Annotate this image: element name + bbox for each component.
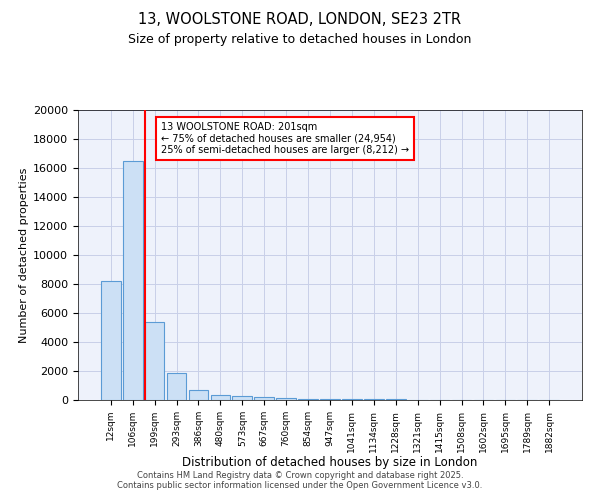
Bar [123,161,143,400]
Bar [320,399,340,400]
Bar [188,390,208,400]
Y-axis label: Number of detached properties: Number of detached properties [19,168,29,342]
Text: Contains HM Land Registry data © Crown copyright and database right 2025.
Contai: Contains HM Land Registry data © Crown c… [118,470,482,490]
Text: 13 WOOLSTONE ROAD: 201sqm
← 75% of detached houses are smaller (24,954)
25% of s: 13 WOOLSTONE ROAD: 201sqm ← 75% of detac… [161,122,409,155]
Bar [101,281,121,400]
Text: Size of property relative to detached houses in London: Size of property relative to detached ho… [128,32,472,46]
Bar [232,396,252,400]
Bar [276,398,296,400]
Bar [254,397,274,400]
Text: 13, WOOLSTONE ROAD, LONDON, SE23 2TR: 13, WOOLSTONE ROAD, LONDON, SE23 2TR [139,12,461,28]
Bar [145,322,164,400]
Bar [342,399,362,400]
Bar [298,398,318,400]
X-axis label: Distribution of detached houses by size in London: Distribution of detached houses by size … [182,456,478,469]
Bar [211,395,230,400]
Bar [167,373,187,400]
